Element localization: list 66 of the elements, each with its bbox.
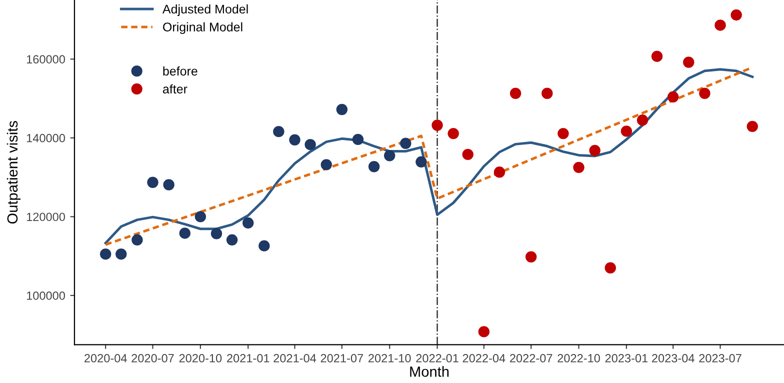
y-tick-label: 100000 [26,291,65,300]
point [320,159,332,170]
point [651,50,663,62]
legend-label: after [162,84,188,94]
point [368,161,380,172]
point [116,248,127,260]
point [525,251,537,262]
point [147,176,158,188]
point [510,88,522,99]
y-tick-label: 160000 [26,55,65,64]
point [258,240,270,252]
point [352,134,364,146]
point [242,217,254,229]
y-tick-label: 120000 [26,212,65,222]
point [400,138,412,149]
x-tick-label: 2023-04 [652,354,694,362]
point [604,262,616,274]
x-tick-label: 2021-01 [227,354,270,362]
point [683,56,694,68]
point [163,179,174,190]
point [558,128,569,140]
legend-label: Adjusted Model [162,4,248,16]
point [304,138,316,150]
y-axis-title: Outpatient visits [6,121,21,224]
point [478,326,490,338]
point [636,114,648,126]
x-tick-label: 2021-04 [274,354,316,362]
point [699,88,710,99]
x-tick-label: 2020-04 [84,354,127,362]
x-tick-label: 2022-07 [510,354,552,362]
point [494,166,506,178]
point [179,228,190,239]
y-tick-label: 140000 [26,134,65,142]
x-axis-title: Month [410,366,449,377]
point [620,126,632,137]
point [730,9,742,21]
point [194,211,206,222]
x-tick-label: 2022-10 [558,354,600,362]
point [416,156,427,168]
point [589,144,600,156]
point [226,234,238,246]
point [384,150,396,162]
x-tick-label: 2022-04 [462,354,506,362]
x-tick-label: 2020-10 [179,354,222,362]
x-tick-label: 2020-07 [132,354,174,362]
point [746,120,758,132]
x-tick-label: 2023-07 [699,354,742,362]
x-tick-label: 2023-01 [605,354,648,362]
point [573,162,584,174]
point [448,128,459,140]
point [336,104,348,116]
point [289,134,300,146]
x-tick-label: 2021-07 [320,354,363,362]
point [100,248,112,260]
x-tick-label: 2021-10 [368,354,411,362]
x-tick-label: 2022-01 [416,354,458,362]
point [462,148,474,160]
legend-label: before [163,66,198,76]
legend-label: Original Model [163,22,242,34]
point [667,91,679,103]
point [432,120,443,131]
point [210,228,222,240]
point [273,126,284,138]
point [132,234,143,246]
point [714,20,726,31]
point [542,88,553,99]
